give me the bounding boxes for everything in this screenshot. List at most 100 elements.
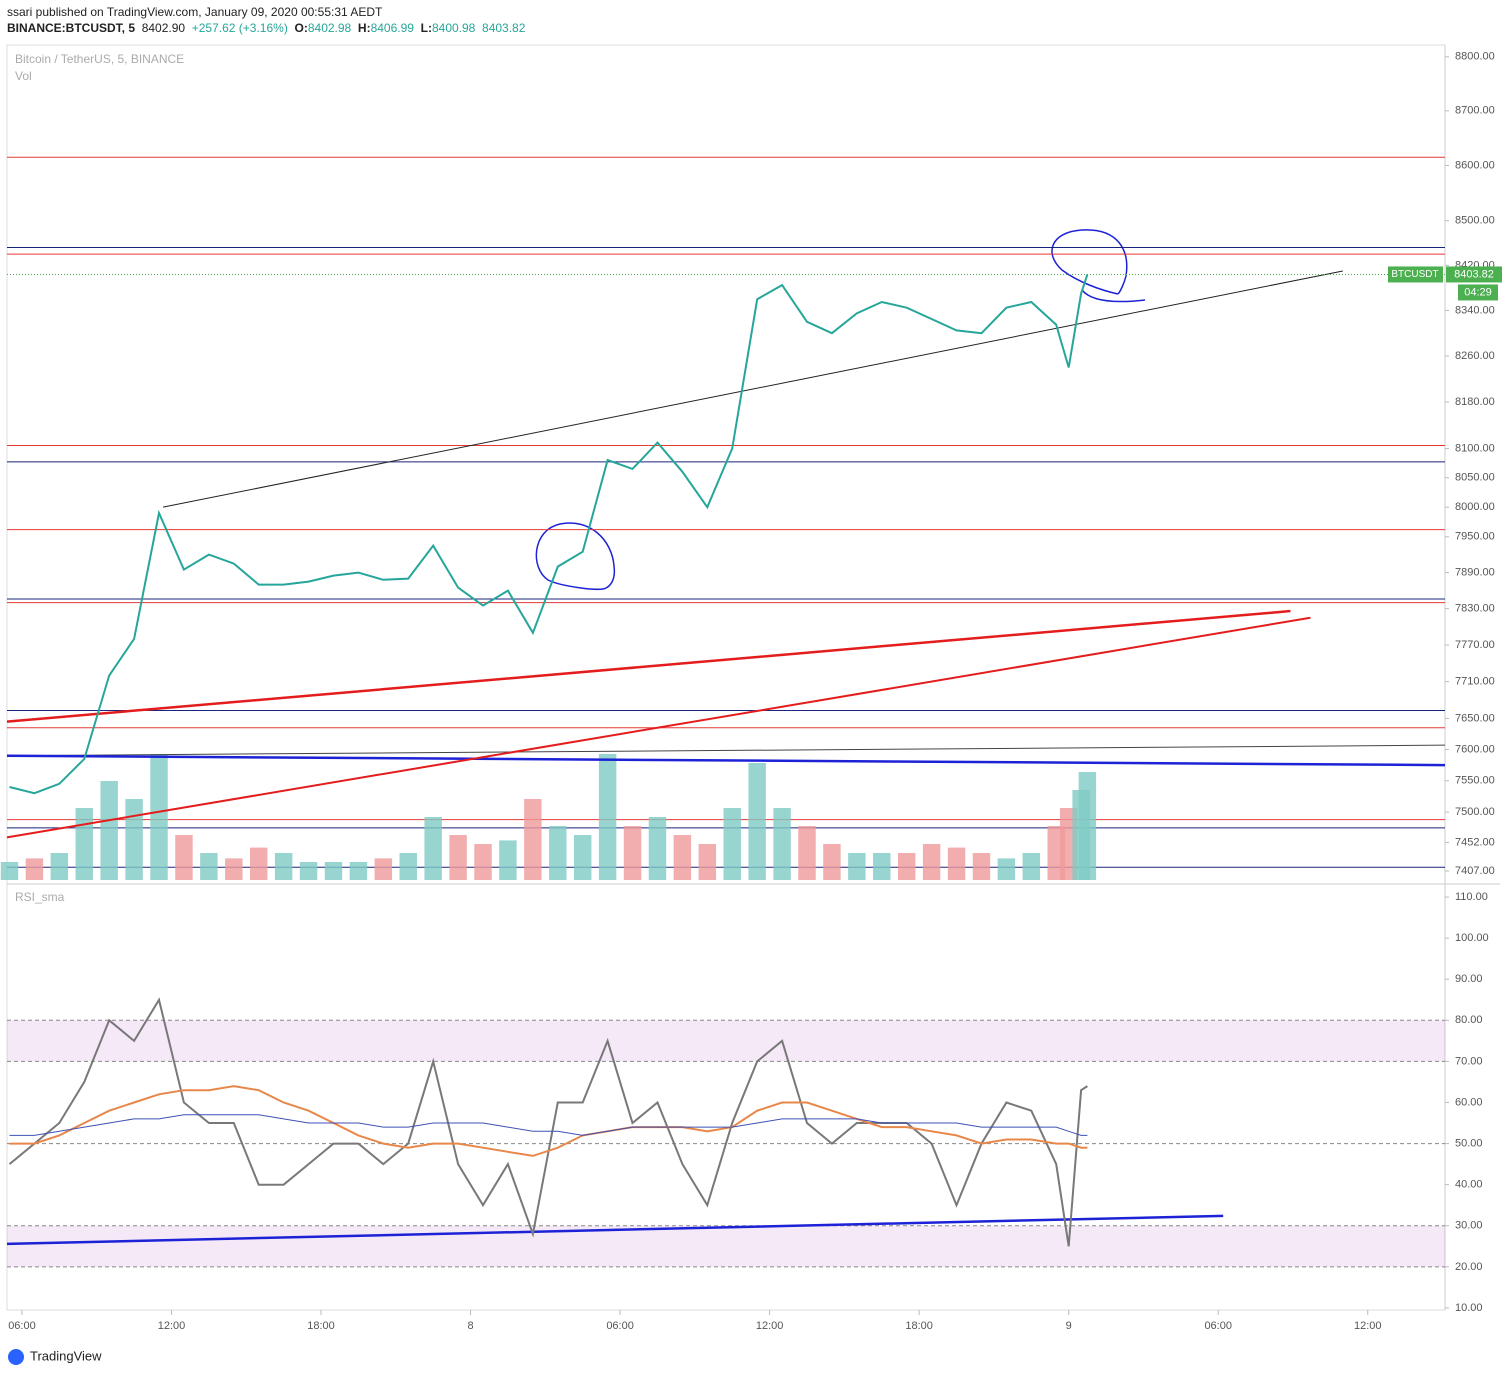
symbol-tag [1388,266,1443,283]
volume-bar [324,862,343,880]
x-tick-label: 06:00 [606,1320,634,1332]
logo [8,1349,24,1365]
y-tick-label: 8100.00 [1455,442,1495,454]
rsi-band [7,1225,1445,1267]
volume-bar [0,862,19,880]
y-tick-label: 7500.00 [1455,806,1495,818]
volume-bar [823,844,841,880]
price-tag-text: 8403.82 [1454,268,1494,280]
series-line [9,274,1089,795]
y-tick-label: 110.00 [1455,891,1488,903]
y-tick-label: 40.00 [1455,1179,1483,1191]
x-tick-label: 12:00 [756,1320,784,1332]
symbol-tag-text: BTCUSDT [1391,269,1438,280]
volume-bar [748,763,766,880]
volume-bar [897,853,916,880]
y-tick-label: 30.00 [1455,1220,1483,1232]
volume-bar [50,853,69,880]
trend-line [6,754,1446,767]
volume-bar [623,826,642,880]
pane: 8800.008700.008600.008500.008420.008340.… [0,51,1502,1332]
y-tick-label: 8700.00 [1455,105,1495,117]
close: 8403.82 [482,21,526,35]
x-tick-label: 12:00 [158,1320,186,1332]
volume-bar [25,858,44,880]
legend-rsi: RSI_sma [15,890,65,904]
volume-bar [449,835,467,880]
trend-line [6,1214,1224,1246]
quote-line: BINANCE:BTCUSDT, 5 8402.90 +257.62 (+3.1… [7,20,525,36]
series-line [9,1114,1088,1136]
series-line [9,1085,1088,1157]
volume-bar [997,858,1016,880]
x-tick-label: 06:00 [1204,1320,1232,1332]
y-tick-label: 8260.00 [1455,350,1495,362]
open: 8402.98 [307,21,352,35]
y-tick-label: 20.00 [1455,1261,1483,1273]
y-tick-label: 8500.00 [1455,215,1495,227]
last: 8402.90 [141,21,186,35]
volume-bar [274,853,293,880]
x-tick-label: 12:00 [1354,1320,1382,1332]
l-label: L: [420,21,432,35]
volume-bar [972,853,991,880]
y-tick-label: 90.00 [1455,973,1483,985]
volume-bar [1022,853,1041,880]
volume-bar [150,754,168,880]
y-tick-label: 8050.00 [1455,472,1495,484]
y-tick-label: 7452.00 [1455,836,1495,848]
rsi-band [7,1020,1445,1062]
high: 8406.99 [370,21,414,35]
y-tick-label: 80.00 [1455,1014,1483,1026]
y-tick-label: 60.00 [1455,1096,1483,1108]
x-tick-label: 06:00 [8,1320,36,1332]
y-tick-label: 8340.00 [1455,304,1495,316]
y-tick-label: 7550.00 [1455,775,1495,787]
volume-bar [374,858,393,880]
volume-bar [75,808,93,880]
y-tick-label: 100.00 [1455,932,1489,944]
y-tick-label: 7770.00 [1455,639,1495,651]
volume-bar [499,840,517,880]
volume-bar [549,826,567,880]
y-tick-label: 70.00 [1455,1055,1483,1067]
volume-bar [698,844,717,880]
volume-bar [100,781,118,880]
volume-bar [947,847,966,880]
countdown-tag [1458,284,1498,301]
volume-bar [873,853,891,880]
pane: 110.00 100.00 90.00 80.00 70.00 60.00 50.00 40.… [6,891,1489,1314]
y-tick-label: 7830.00 [1455,603,1495,615]
y-tick-label: 7710.00 [1455,676,1495,688]
volume-bar [175,835,193,880]
y-tick-label: 7950.00 [1455,531,1495,543]
volume-bar [249,847,268,880]
y-tick-label: 8800.00 [1455,51,1495,63]
volume-bar [424,817,442,880]
volume-bar [1078,772,1097,880]
annotation-ellipse [1051,229,1146,303]
y-tick-label: 7600.00 [1455,743,1495,755]
header: ssari published on TradingView.com, Janu… [7,4,525,36]
y-tick-label: 8600.00 [1455,159,1495,171]
y-tick-label: 10.00 [1455,1302,1483,1314]
volume-bar [773,808,791,880]
y-tick-label: 7650.00 [1455,712,1495,724]
volume-bar [225,858,243,880]
volume-bar [673,835,692,880]
annotation-ellipse [535,522,616,591]
volume-bar [598,754,617,880]
h-label: H: [357,21,371,35]
volume-bar [573,835,592,880]
x-tick-label: 8 [467,1320,473,1332]
volume-bar [723,808,741,880]
y-tick-label: 8180.00 [1455,396,1495,408]
y-tick-label: 7407.00 [1455,865,1495,877]
x-tick-label: 18:00 [905,1320,933,1332]
trend-line [6,744,1446,757]
frame [6,44,1446,1311]
legend-vol: Vol [15,69,32,83]
volume-bar [474,844,492,880]
